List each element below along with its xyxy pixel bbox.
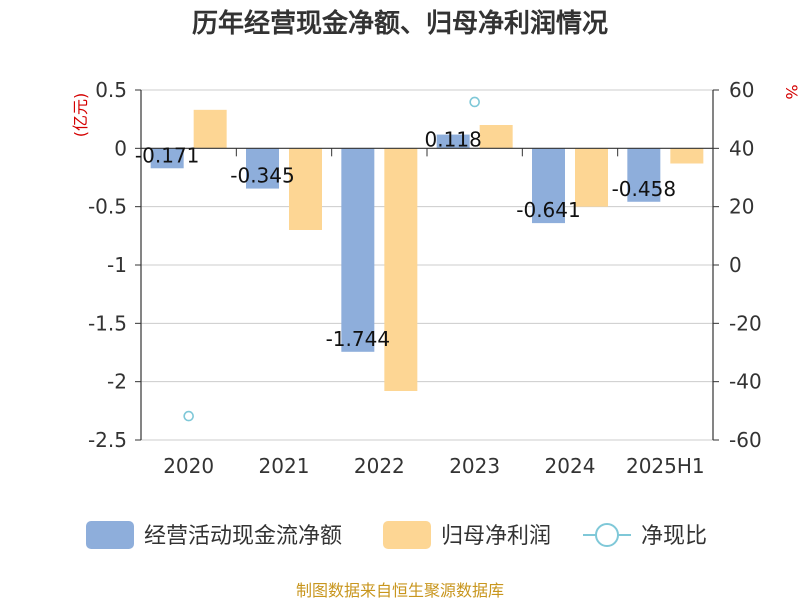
axes: 0.5 0 -0.5 -1 -1.5 -2 -2.5 60 40 20 0 -20 -40 -60 (亿元)… [71,78,800,478]
category-label: 2023 [449,454,500,478]
cashflow-bar [627,148,661,202]
cashflow-data-label: -0.345 [230,164,294,188]
left-tick-label: -1 [107,253,127,277]
left-axis-unit: (亿元) [71,93,90,138]
ratio-point [469,96,480,108]
right-tick-label: 0 [729,253,742,277]
legend-cashflow-text: 经营活动现金流净额 [144,524,342,549]
cashflow-data-label: 0.118 [425,128,482,152]
left-tick-label: -2 [107,370,127,394]
legend-ratio-marker [595,523,619,547]
category-label: 2024 [545,454,596,478]
category-label: 2020 [163,454,214,478]
left-tick-label: -1.5 [88,311,127,335]
right-tick-label: 20 [729,195,754,219]
right-tick-label: -20 [729,311,762,335]
category-label: 2021 [259,454,310,478]
net-profit-bar [384,148,418,391]
net-profit-bar [289,148,322,230]
cashflow-bar [341,148,375,352]
left-tick-label: -2.5 [88,428,127,452]
grid [141,89,713,441]
cashflow-data-label: -0.641 [516,198,580,222]
legend-cashflow-swatch [86,521,134,549]
chart-title: 历年经营现金净额、归母净利润情况 [192,8,608,39]
legend-ratio-text: 净现比 [641,524,707,549]
data-labels: -0.171 -0.345 -1.744 0.118 -0.641 -0.458 [135,128,676,351]
left-tick-label: 0 [114,136,127,160]
right-tick-label: 60 [729,78,754,102]
legend-net-profit-text: 归母净利润 [441,524,551,549]
cashflow-bar [246,148,279,189]
ratio-point [183,410,194,422]
cashflow-bar [532,148,565,224]
cashflow-data-label: -0.458 [612,177,676,201]
bars [150,109,704,391]
net-profit-bar [193,109,227,149]
cashflow-bar [436,134,470,149]
net-profit-bar [575,148,608,207]
right-tick-label: 40 [729,136,754,160]
right-tick-label: -40 [729,370,762,394]
net-profit-bar [670,148,704,164]
category-label: 2025H1 [626,454,705,478]
right-tick-label: -60 [729,428,762,452]
right-axis-unit: % [782,84,800,99]
legend-net-profit-swatch [383,521,431,549]
cashflow-data-label: -0.171 [135,143,199,167]
ratio-points [183,96,480,422]
category-label: 2022 [354,454,405,478]
cashflow-data-label: -1.744 [326,327,390,351]
source-note: 制图数据来自恒生聚源数据库 [296,581,504,600]
left-tick-label: 0.5 [95,78,127,102]
net-profit-bar [479,125,513,149]
legend: 经营活动现金流净额 归母净利润 净现比 [86,521,707,549]
left-tick-label: -0.5 [88,195,127,219]
cashflow-bar [150,148,184,169]
